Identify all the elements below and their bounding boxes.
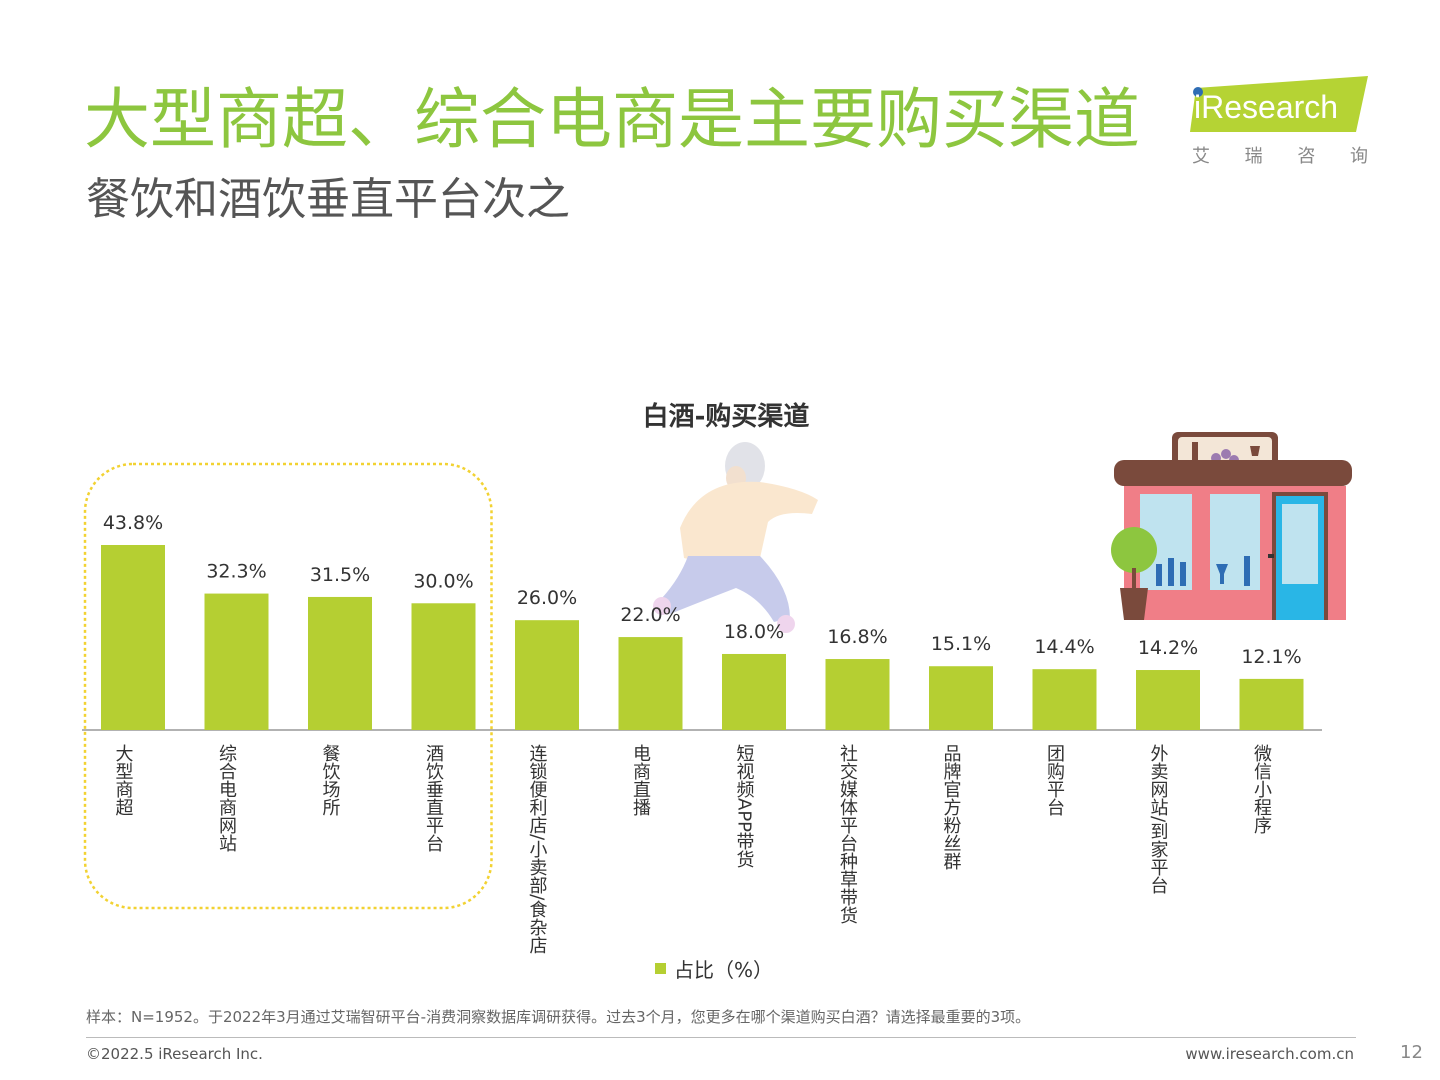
category-label: 外卖网站/到家平台 — [1148, 744, 1169, 894]
legend-swatch — [655, 962, 666, 974]
category-label: 电商直播 — [630, 744, 651, 817]
iresearch-logo: iResearch — [1190, 76, 1368, 132]
data-label: 43.8% — [103, 512, 163, 534]
footer-divider — [86, 1037, 1356, 1038]
logo-char: 询 — [1349, 146, 1368, 167]
bar — [1136, 670, 1200, 730]
bar — [101, 545, 165, 730]
chart-legend: 占比（%） — [655, 954, 773, 982]
category-label: 品牌官方粉丝群 — [941, 744, 962, 870]
bar — [929, 666, 993, 730]
data-label: 16.8% — [827, 626, 887, 648]
data-label: 26.0% — [517, 587, 577, 609]
bar — [515, 620, 579, 730]
category-label: 连锁便利店/小卖部/食杂店 — [527, 744, 548, 954]
bar — [722, 653, 786, 730]
category-label: 餐饮场所 — [320, 744, 341, 816]
data-label: 22.0% — [620, 604, 680, 626]
data-label: 14.4% — [1034, 636, 1094, 658]
data-label: 12.1% — [1241, 646, 1301, 668]
bar — [308, 596, 372, 730]
logo-char: 瑞 — [1244, 146, 1263, 167]
category-label: 团购平台 — [1044, 744, 1065, 816]
liquor-store-illustration — [1111, 432, 1352, 620]
sample-footnote: 样本：N=1952。于2022年3月通过艾瑞智研平台-消费洞察数据库调研获得。过… — [86, 1008, 1031, 1026]
logo-char: 咨 — [1297, 146, 1316, 167]
logo-char: 艾 — [1192, 146, 1210, 167]
data-label: 18.0% — [724, 621, 784, 643]
data-label: 31.5% — [310, 564, 370, 586]
category-label: 综合电商网站 — [216, 744, 237, 852]
page-number: 12 — [1400, 1042, 1423, 1063]
data-label: 32.3% — [206, 561, 266, 583]
bar — [1239, 678, 1304, 730]
highlight-box — [83, 462, 493, 910]
category-label: 短视频APP带货 — [734, 744, 755, 868]
bar-chart: 43.8% 大型商超 32.3% 综合电商网站 31.5% 餐饮场所 30.0% 酒饮垂直平台… — [82, 462, 1322, 954]
page-title: 大型商超、综合电商是主要购买渠道 — [84, 81, 1140, 158]
chart-title: 白酒-购买渠道 — [642, 402, 810, 432]
logo-cn-text: 艾 瑞 咨 询 — [1192, 142, 1368, 168]
category-label: 社交媒体平台种草带货 — [837, 744, 858, 924]
bar — [618, 637, 683, 730]
category-label: 微信小程序 — [1251, 744, 1272, 835]
data-label: 14.2% — [1138, 637, 1198, 659]
page-subtitle: 餐饮和酒饮垂直平台次之 — [86, 174, 570, 225]
running-person-illustration — [653, 442, 818, 633]
bar — [825, 659, 890, 730]
data-label: 15.1% — [931, 633, 991, 655]
data-label: 30.0% — [413, 570, 473, 592]
website-link[interactable]: www.iresearch.com.cn — [1185, 1045, 1354, 1063]
copyright-text: ©2022.5 iResearch Inc. — [86, 1045, 263, 1063]
legend-label: 占比（%） — [674, 957, 774, 982]
bar — [204, 593, 269, 730]
category-label: 酒饮垂直平台 — [423, 744, 444, 852]
bar — [1032, 669, 1097, 730]
logo-brand-text: iResearch — [1194, 89, 1338, 125]
bar — [411, 603, 476, 730]
category-label: 大型商超 — [113, 744, 134, 816]
